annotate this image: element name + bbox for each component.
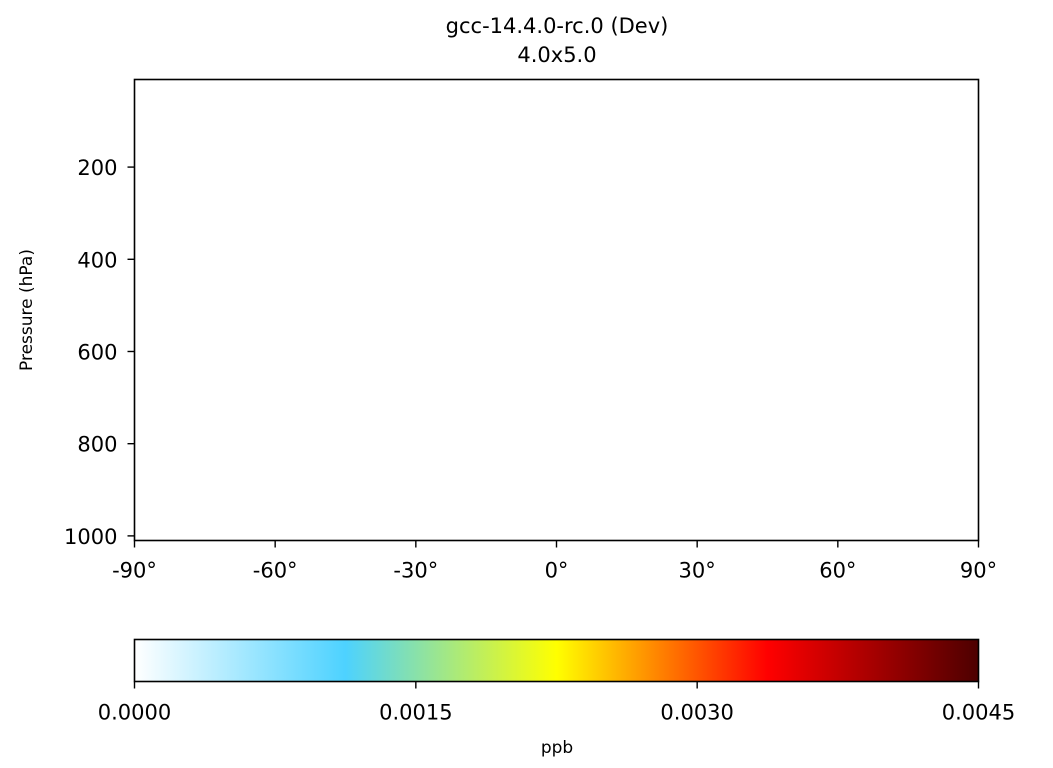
plot-area (133, 78, 980, 542)
colorbar-tick-label: 0.0045 (942, 701, 1015, 725)
colorbar-tick-label: 0.0030 (660, 701, 733, 725)
x-tick-label: 60° (819, 559, 856, 583)
x-tick-label: -60° (253, 559, 298, 583)
x-tick-label: 30° (679, 559, 716, 583)
chart-subtitle: 4.0x5.0 (517, 43, 596, 67)
colorbar (133, 638, 980, 683)
y-tick-label: 400 (77, 248, 117, 272)
y-axis-ticks: 200 400 600 800 1000 (64, 156, 135, 549)
y-tick-label: 800 (77, 433, 117, 457)
colorbar-tick-label: 0.0000 (98, 701, 171, 725)
x-tick-label: 0° (545, 559, 569, 583)
y-tick-label: 200 (77, 156, 117, 180)
x-tick-label: -30° (393, 559, 438, 583)
x-axis-ticks: -90° -60° -30° 0° 30° 60° 90° (112, 540, 997, 583)
x-tick-label: -90° (112, 559, 157, 583)
colorbar-label: ppb (541, 738, 573, 758)
y-tick-label: 600 (77, 340, 117, 364)
colorbar-tick-label: 0.0015 (379, 701, 452, 725)
colorbar-ticks: 0.0000 0.0015 0.0030 0.0045 (98, 681, 1015, 725)
x-tick-label: 90° (960, 559, 997, 583)
chart-title: gcc-14.4.0-rc.0 (Dev) (446, 14, 669, 38)
y-tick-label: 1000 (64, 525, 117, 549)
y-axis-label: Pressure (hPa) (17, 249, 37, 371)
